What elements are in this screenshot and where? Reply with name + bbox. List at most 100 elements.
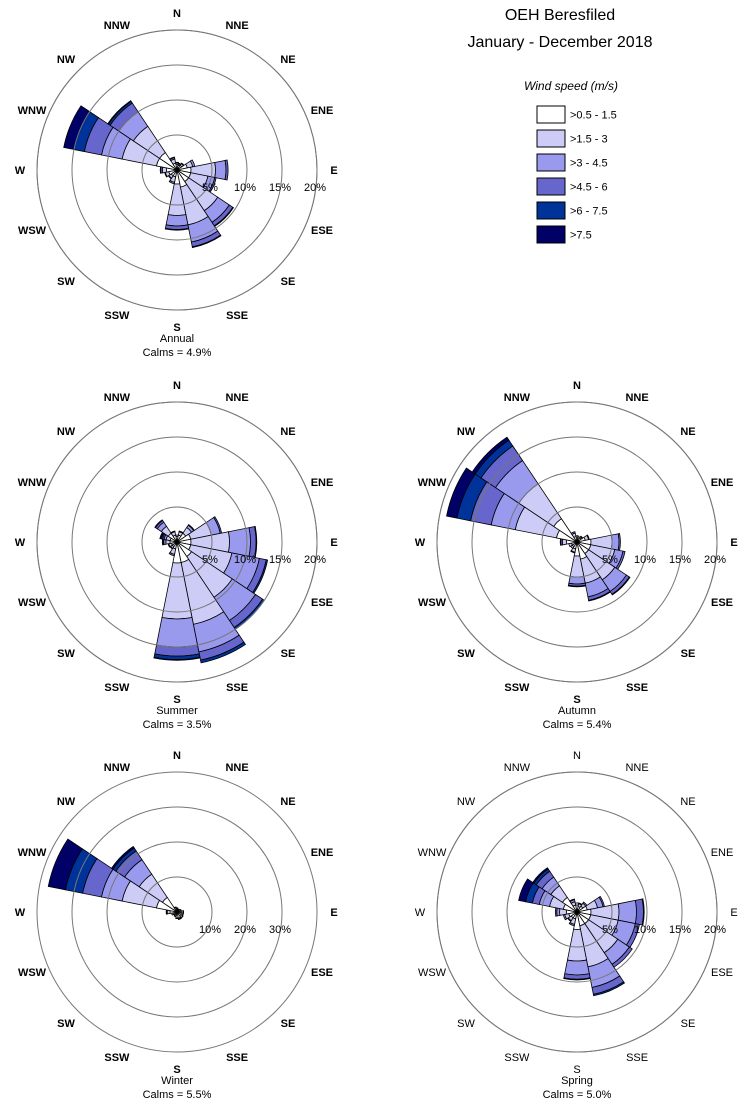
direction-label-w: W: [15, 907, 26, 919]
direction-label-n: N: [573, 750, 581, 762]
direction-label-sse: SSE: [226, 1052, 248, 1064]
wedge-nw: [110, 845, 178, 913]
wedge-segment: [532, 867, 549, 884]
direction-label-ene: ENE: [711, 847, 734, 859]
ring-label: 10%: [634, 924, 656, 936]
wedge-segment: [554, 907, 558, 917]
ring-label: 15%: [269, 182, 291, 194]
legend: Wind speed (m/s) >0.5 - 1.5 >1.5 - 3 >3 - …: [524, 79, 618, 244]
grid-ring: [471, 436, 683, 648]
direction-label-sse: SSE: [626, 1052, 648, 1064]
ring-label: 20%: [304, 554, 326, 566]
grid-ring: [436, 771, 718, 1053]
legend-label: >7.5: [570, 230, 592, 242]
wedge-sse: [176, 541, 247, 664]
direction-label-ssw: SSW: [504, 1052, 530, 1064]
grid-ring: [106, 99, 248, 241]
direction-label-e: E: [730, 907, 737, 919]
direction-label-wnw: WNW: [18, 477, 47, 489]
wedge-segment: [564, 959, 590, 976]
wedge-segment: [173, 906, 177, 909]
wedge-segment: [518, 878, 534, 903]
wind-rose-annual: 5% 10% 15% 20% N NNE NE ENE E ESE SE SSE S SSW SW WSW W W…: [15, 8, 338, 359]
direction-label-ese: ESE: [711, 967, 733, 979]
direction-label-nw: NW: [57, 426, 76, 438]
direction-label-nnw: NNW: [504, 762, 531, 774]
grid-ring: [36, 401, 318, 683]
wedge-s: [153, 541, 201, 661]
wedge-w: [554, 907, 578, 917]
wedge-segment: [563, 977, 591, 981]
grid-ring: [106, 471, 248, 613]
wedge-segment: [567, 584, 587, 588]
direction-label-wsw: WSW: [418, 597, 447, 609]
wedge-segment: [159, 166, 162, 174]
legend-label: >4.5 - 6: [570, 182, 608, 194]
ring-label: 5%: [202, 554, 218, 566]
direction-label-se: SE: [281, 1018, 296, 1030]
direction-label-sw: SW: [457, 1018, 475, 1030]
ring-label: 15%: [269, 554, 291, 566]
direction-label-ese: ESE: [311, 225, 333, 237]
direction-label-sse: SSE: [226, 682, 248, 694]
direction-label-e: E: [730, 537, 737, 549]
calms-label: Calms = 5.4%: [543, 719, 612, 731]
direction-label-sw: SW: [57, 648, 75, 660]
wedge-segment: [169, 156, 176, 161]
wedge-segment: [191, 234, 222, 249]
direction-label-ne: NE: [280, 426, 295, 438]
wedge-segment: [214, 159, 227, 181]
wedge-segment: [47, 838, 83, 891]
direction-label-nne: NNE: [625, 762, 648, 774]
direction-label-nnw: NNW: [104, 392, 131, 404]
wedge-segment: [611, 576, 631, 596]
calms-label: Calms = 5.5%: [143, 1089, 212, 1101]
rose-name: Spring: [561, 1075, 593, 1087]
legend-label: >3 - 4.5: [570, 158, 608, 170]
wedge-segment: [570, 531, 576, 535]
direction-label-nnw: NNW: [104, 20, 131, 32]
wedge-s: [563, 911, 591, 981]
direction-label-sw: SW: [457, 648, 475, 660]
wedge-segment: [569, 898, 576, 903]
direction-label-wsw: WSW: [18, 597, 47, 609]
direction-label-nne: NNE: [225, 762, 248, 774]
wedge-s: [164, 169, 190, 231]
wedge-segment: [588, 590, 612, 602]
direction-label-wsw: WSW: [18, 225, 47, 237]
ring-label: 15%: [669, 554, 691, 566]
grid-ring: [506, 471, 648, 613]
rose-name: Winter: [161, 1075, 193, 1087]
wedge-segment: [200, 641, 247, 664]
direction-label-wsw: WSW: [418, 967, 447, 979]
rose-name: Autumn: [558, 705, 596, 717]
legend-swatch: [536, 177, 566, 196]
wedge-segment: [177, 917, 182, 921]
wedge-se: [576, 541, 631, 596]
direction-label-ssw: SSW: [104, 310, 130, 322]
wedge-segment: [161, 538, 164, 546]
wedge-segment: [165, 909, 168, 915]
wedge-segment: [559, 538, 562, 546]
wedge-nnw: [170, 530, 178, 543]
ring-label: 10%: [199, 924, 221, 936]
wedge-segment: [592, 981, 626, 997]
direction-label-nne: NNE: [225, 392, 248, 404]
direction-label-se: SE: [281, 276, 296, 288]
direction-label-sse: SSE: [626, 682, 648, 694]
grid-ring: [71, 436, 283, 648]
direction-label-w: W: [415, 907, 426, 919]
ring-label: 20%: [234, 924, 256, 936]
direction-label-ene: ENE: [311, 847, 334, 859]
wind-rose-winter: 10% 20% 30% N NNE NE ENE E ESE SE SSE S SSW SW WSW W WNW…: [15, 750, 338, 1101]
legend-label: >0.5 - 1.5: [570, 110, 617, 122]
grid-ring: [436, 401, 718, 683]
direction-label-ssw: SSW: [104, 1052, 130, 1064]
direction-label-se: SE: [681, 1018, 696, 1030]
direction-label-nw: NW: [57, 54, 76, 66]
ring-label: 10%: [634, 554, 656, 566]
direction-label-sw: SW: [57, 1018, 75, 1030]
direction-label-ese: ESE: [711, 597, 733, 609]
wedge-ese: [176, 541, 269, 594]
direction-label-se: SE: [681, 648, 696, 660]
